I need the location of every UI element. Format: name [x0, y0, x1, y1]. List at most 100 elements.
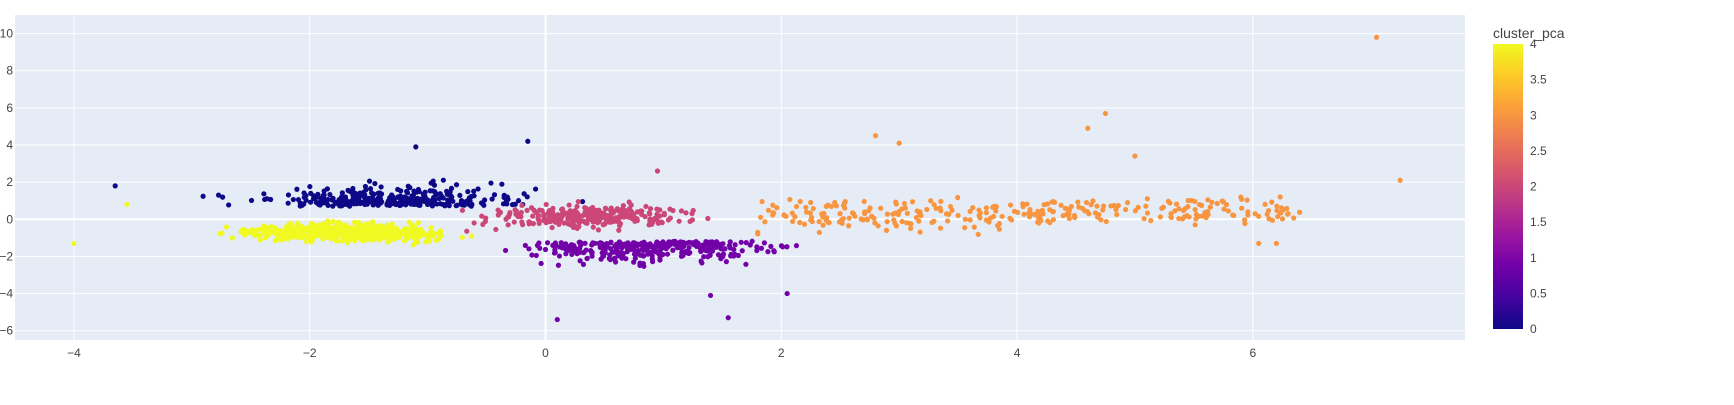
data-point	[1225, 208, 1231, 214]
data-point	[466, 202, 472, 208]
data-point	[537, 207, 543, 213]
data-point	[511, 219, 517, 225]
data-point	[718, 256, 724, 262]
data-point	[505, 222, 511, 228]
data-point	[1041, 202, 1047, 208]
data-point	[533, 252, 539, 259]
data-point	[569, 251, 575, 258]
data-point	[784, 290, 790, 297]
data-point	[643, 203, 649, 210]
data-point	[705, 254, 711, 260]
data-point	[339, 222, 346, 229]
data-point	[809, 218, 815, 225]
data-point	[507, 209, 513, 216]
data-point	[410, 242, 416, 248]
data-point	[664, 251, 671, 257]
data-point	[631, 259, 637, 265]
data-point	[871, 215, 877, 221]
data-point	[584, 255, 590, 261]
data-point	[475, 186, 481, 192]
data-point	[676, 218, 682, 224]
data-point	[749, 238, 755, 244]
data-point	[312, 222, 318, 228]
data-point	[602, 248, 608, 254]
colorbar-tick-label: 1	[1530, 251, 1537, 265]
data-point	[589, 250, 595, 256]
x-tick-label: −2	[303, 346, 317, 360]
data-point	[611, 218, 618, 224]
data-point	[504, 194, 510, 200]
data-point	[878, 205, 884, 211]
x-axis-ticks: −4 −2 0 2 4 6	[67, 346, 1256, 360]
data-point	[532, 186, 539, 192]
data-point	[1058, 202, 1064, 208]
data-point	[261, 191, 267, 197]
data-point	[574, 203, 580, 210]
data-point	[505, 214, 511, 220]
data-point	[535, 213, 542, 219]
data-point	[368, 190, 375, 196]
data-point	[529, 252, 535, 258]
data-point	[577, 246, 583, 252]
data-point	[846, 215, 852, 221]
data-point	[526, 221, 532, 227]
data-point	[310, 236, 316, 242]
data-point	[524, 207, 530, 213]
data-point	[1220, 199, 1226, 205]
colorbar-tick-label: 0.5	[1530, 286, 1547, 300]
data-point	[803, 204, 809, 210]
data-point	[839, 220, 845, 226]
data-point	[971, 224, 977, 230]
data-point	[314, 200, 320, 206]
data-point	[336, 227, 342, 234]
data-point	[223, 224, 230, 230]
data-point	[413, 144, 419, 150]
data-point	[420, 191, 426, 197]
data-point	[758, 214, 764, 220]
data-point	[404, 197, 410, 203]
data-point	[657, 254, 663, 261]
data-point	[579, 198, 586, 205]
data-point	[385, 232, 391, 238]
data-point	[314, 232, 320, 239]
data-point	[720, 251, 727, 257]
data-point	[1050, 208, 1056, 215]
data-point	[916, 218, 922, 224]
data-point	[575, 198, 581, 205]
data-point	[862, 209, 868, 215]
data-point	[754, 247, 760, 254]
data-point	[938, 208, 944, 214]
data-point	[780, 244, 786, 250]
data-point	[896, 208, 902, 215]
data-point	[555, 262, 562, 268]
data-point	[628, 211, 634, 217]
data-point	[1173, 201, 1180, 207]
data-point	[242, 232, 248, 238]
data-point	[493, 226, 499, 233]
data-point	[707, 292, 714, 299]
data-point	[637, 252, 644, 258]
data-point	[459, 207, 466, 213]
data-point	[1176, 206, 1182, 212]
data-point	[480, 221, 486, 227]
data-point	[524, 194, 530, 200]
data-point	[725, 315, 731, 321]
data-point	[787, 196, 793, 203]
data-point	[450, 198, 456, 204]
data-point	[1180, 207, 1187, 214]
data-point	[601, 210, 607, 216]
data-point	[774, 205, 780, 211]
data-point	[1102, 110, 1109, 117]
data-point	[290, 196, 296, 203]
data-point	[1279, 216, 1286, 222]
data-point	[1021, 211, 1027, 217]
data-point	[543, 220, 549, 226]
data-point	[909, 199, 916, 205]
data-point	[937, 225, 944, 231]
data-point	[823, 217, 830, 224]
data-point	[728, 253, 734, 259]
y-tick-label: 10	[0, 27, 13, 41]
data-point	[424, 197, 430, 204]
data-point	[385, 239, 391, 245]
data-point	[279, 228, 285, 234]
